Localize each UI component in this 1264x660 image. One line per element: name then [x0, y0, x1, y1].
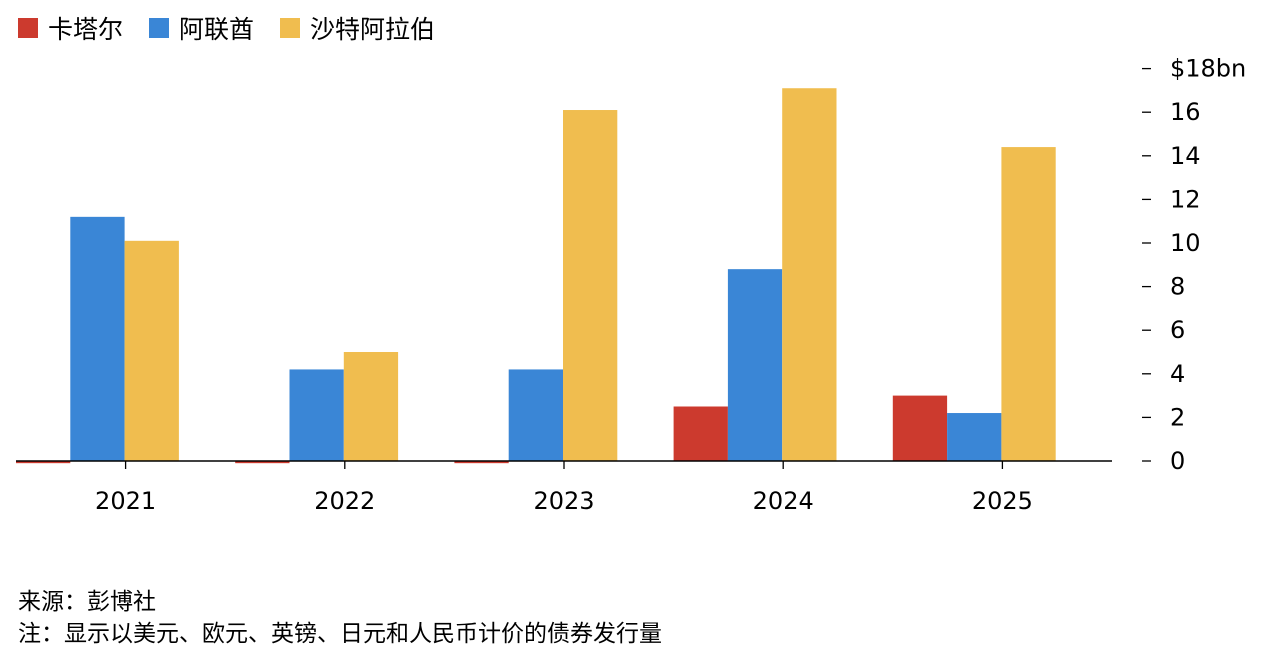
bar-卡塔尔-2024	[673, 406, 728, 461]
legend-item-uae: 阿联酋	[149, 10, 254, 46]
legend-item-qatar: 卡塔尔	[18, 10, 123, 46]
y-tick-label-12: 12	[1170, 185, 1201, 213]
bar-阿联酋-2023	[508, 369, 563, 461]
x-tick-label-2021: 2021	[95, 487, 156, 515]
legend-swatch-uae	[149, 18, 170, 38]
bar-卡塔尔-2021	[16, 461, 71, 464]
x-tick-label-2024: 2024	[753, 487, 814, 515]
bar-卡塔尔-2025	[892, 395, 948, 461]
legend-label-uae: 阿联酋	[179, 15, 255, 44]
bar-沙特阿拉伯-2023	[563, 110, 618, 462]
y-tick-label-16: 16	[1170, 98, 1201, 126]
bar-阿联酋-2021	[70, 216, 125, 461]
bar-卡塔尔-2022	[235, 461, 290, 464]
bar-沙特阿拉伯-2024	[782, 88, 837, 461]
legend-swatch-saudi	[280, 18, 301, 38]
bar-沙特阿拉伯-2022	[343, 352, 399, 461]
legend-swatch-qatar	[18, 18, 38, 38]
bar-沙特阿拉伯-2021	[124, 240, 179, 461]
x-tick-label-2023: 2023	[533, 487, 594, 515]
bar-chart: 2021 2022 2023 2024 2025 0 2 4 6 8 10 12 14 16 $18bn	[16, 55, 1246, 515]
y-tick-label-14: 14	[1170, 142, 1201, 170]
bar-卡塔尔-2023	[454, 461, 509, 464]
y-tick-label-18: $18bn	[1170, 55, 1246, 83]
x-tick-label-2025: 2025	[972, 487, 1033, 515]
y-tick-label-0: 0	[1170, 447, 1185, 475]
bar-阿联酋-2025	[947, 413, 1002, 461]
bar-阿联酋-2022	[289, 369, 344, 461]
legend-label-qatar: 卡塔尔	[48, 15, 124, 44]
footnote: 注：显示以美元、欧元、英镑、日元和人民币计价的债券发行量	[18, 621, 662, 647]
y-tick-label-4: 4	[1170, 360, 1185, 388]
legend-label-saudi: 沙特阿拉伯	[310, 15, 436, 44]
legend: 卡塔尔 阿联酋 沙特阿拉伯	[18, 10, 435, 46]
bar-阿联酋-2024	[727, 269, 783, 461]
y-tick-label-8: 8	[1170, 273, 1185, 301]
y-tick-label-2: 2	[1170, 403, 1185, 431]
y-tick-label-10: 10	[1170, 229, 1201, 257]
y-tick-label-6: 6	[1170, 316, 1185, 344]
legend-item-saudi: 沙特阿拉伯	[280, 10, 435, 46]
bar-沙特阿拉伯-2025	[1001, 147, 1056, 461]
source-note: 来源：彭博社	[18, 589, 156, 615]
x-tick-label-2022: 2022	[314, 487, 375, 515]
